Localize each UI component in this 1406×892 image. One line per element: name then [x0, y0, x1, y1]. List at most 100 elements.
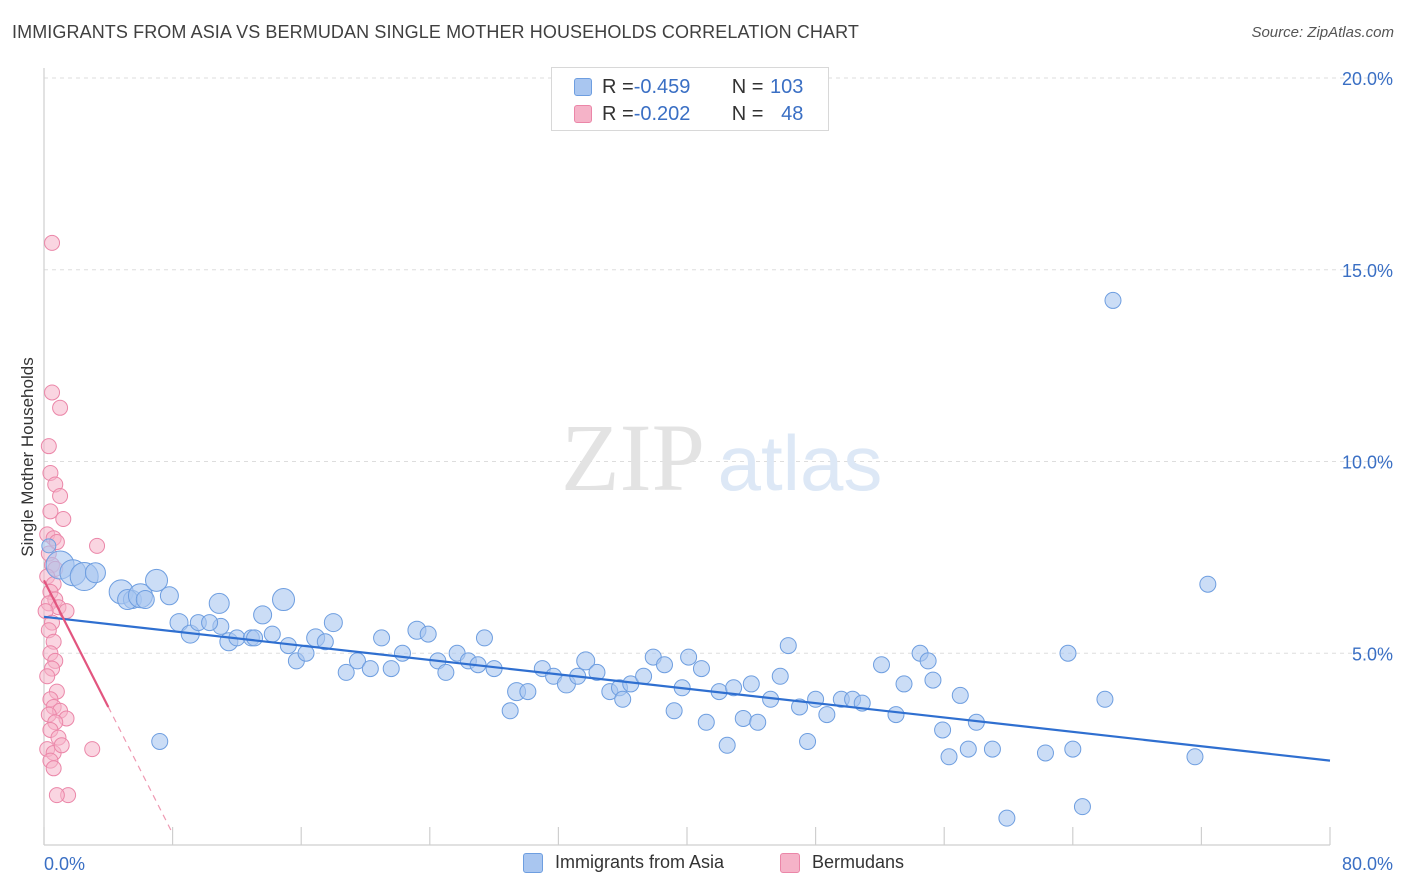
scatter-point-bermudans — [45, 760, 62, 777]
legend-n-value: 48 — [781, 102, 804, 125]
scatter-point-asia — [818, 706, 836, 724]
scatter-point-asia — [799, 732, 817, 750]
trendline-bermudans — [43, 579, 110, 708]
scatter-point-asia — [208, 592, 230, 614]
x-tick-label-max: 80.0% — [1342, 854, 1393, 874]
legend-r-label: R = — [602, 75, 634, 98]
scatter-point-asia — [393, 644, 411, 662]
bottom-legend-label-asia: Immigrants from Asia — [555, 852, 725, 872]
legend-r-value: -0.459 — [633, 75, 691, 98]
scatter-point-asia — [718, 736, 736, 754]
scatter-point-asia — [1059, 644, 1077, 662]
scatter-point-asia — [887, 706, 905, 724]
scatter-point-asia — [1186, 748, 1204, 766]
scatter-point-bermudans — [40, 438, 57, 455]
scatter-point-asia — [680, 648, 698, 666]
scatter-point-asia — [940, 748, 958, 766]
scatter-point-asia — [519, 683, 537, 701]
scatter-point-asia — [951, 686, 969, 704]
scatter-point-bermudans — [39, 668, 56, 685]
scatter-point-bermudans — [52, 488, 69, 505]
scatter-point-asia — [919, 652, 937, 670]
scatter-point-asia — [382, 660, 400, 678]
scatter-point-bermudans — [52, 399, 69, 416]
axes — [43, 68, 1331, 846]
y-tick-label: 5.0% — [1352, 644, 1393, 664]
legend-row-bermudans: R = -0.202 N = 48 — [574, 102, 803, 126]
scatter-point-asia — [807, 690, 825, 708]
series-immigrants-from-asia — [41, 291, 1217, 827]
scatter-point-asia — [742, 675, 760, 693]
scatter-point-asia — [1096, 690, 1114, 708]
scatter-point-asia — [725, 679, 743, 697]
scatter-point-asia — [159, 586, 179, 606]
legend-r-label: R = — [602, 102, 634, 125]
scatter-point-asia — [437, 663, 455, 681]
legend-n-value: 103 — [770, 75, 804, 98]
scatter-point-asia — [1073, 798, 1091, 816]
scatter-point-asia — [1064, 740, 1082, 758]
y-tick-label: 20.0% — [1342, 69, 1393, 89]
scatter-point-asia — [934, 721, 952, 739]
scatter-point-asia — [201, 614, 219, 632]
scatter-point-asia — [779, 637, 797, 655]
scatter-point-asia — [614, 690, 632, 708]
scatter-point-asia — [734, 709, 752, 727]
scatter-point-asia — [998, 809, 1016, 827]
scatter-point-asia — [151, 732, 169, 750]
bottom-legend-bermudans[interactable]: Bermudans — [780, 852, 904, 873]
scatter-point-asia — [419, 625, 437, 643]
scatter-point-asia — [873, 656, 891, 674]
scatter-point-asia — [1199, 575, 1217, 593]
bottom-legend-swatch-bermudans — [780, 852, 800, 873]
watermark-zip: ZIP — [561, 404, 705, 511]
scatter-point-asia — [983, 740, 1001, 758]
scatter-point-asia — [501, 702, 519, 720]
scatter-point-asia — [361, 660, 379, 678]
bottom-legend-label-bermudans: Bermudans — [812, 852, 905, 872]
legend-n-label: N = — [731, 75, 764, 98]
bottom-legend-swatch-asia — [523, 852, 543, 873]
scatter-point-asia — [475, 629, 493, 647]
trendline-bermudans-extension — [107, 706, 174, 834]
scatter-point-asia — [246, 629, 264, 647]
scatter-point-asia — [635, 667, 653, 685]
legend-swatch-bermudans — [574, 105, 592, 123]
legend-swatch-asia — [574, 78, 592, 96]
scatter-point-asia — [665, 702, 683, 720]
scatter-point-asia — [84, 562, 106, 584]
scatter-point-asia — [135, 590, 155, 610]
scatter-point-asia — [253, 605, 273, 625]
scatter-point-asia — [576, 651, 596, 671]
scatter-point-bermudans — [89, 537, 106, 554]
watermark: ZIP atlas — [561, 404, 882, 511]
legend-n-label: N = — [731, 102, 764, 125]
scatter-point-asia — [263, 625, 281, 643]
scatter-point-bermudans — [44, 384, 61, 401]
scatter-point-bermudans — [84, 741, 101, 758]
bottom-legend-asia[interactable]: Immigrants from Asia — [523, 852, 724, 873]
series-bermudans — [37, 234, 106, 804]
y-tick-label: 10.0% — [1342, 453, 1393, 473]
chart-title: IMMIGRANTS FROM ASIA VS BERMUDAN SINGLE … — [12, 22, 859, 42]
y-tick-label: 15.0% — [1342, 261, 1393, 281]
trendlines — [43, 579, 1331, 834]
scatter-point-asia — [41, 538, 57, 554]
scatter-point-asia — [692, 660, 710, 678]
scatter-point-asia — [924, 671, 942, 689]
y-tick-labels: 5.0% 10.0% 15.0% 20.0% — [1342, 69, 1393, 664]
scatter-point-bermudans — [42, 503, 59, 520]
scatter-point-asia — [316, 633, 334, 651]
scatter-point-asia — [1104, 291, 1122, 309]
scatter-point-asia — [749, 713, 767, 731]
scatter-point-asia — [145, 568, 169, 592]
scatter-point-bermudans — [44, 234, 61, 251]
legend-r-value: -0.202 — [633, 102, 691, 125]
scatter-point-asia — [373, 629, 391, 647]
scatter-point-asia — [655, 656, 673, 674]
watermark-atlas: atlas — [718, 419, 883, 507]
scatter-point-asia — [323, 613, 343, 633]
legend-row-asia: R = -0.459 N = 103 — [574, 75, 803, 99]
scatter-point-asia — [895, 675, 913, 693]
